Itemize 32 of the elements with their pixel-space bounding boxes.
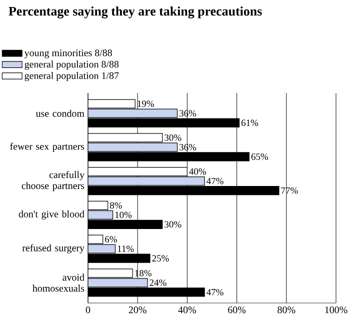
legend-label: young minorities 8/88	[24, 50, 112, 58]
data-label: 24%	[150, 279, 166, 286]
data-label: 47%	[206, 178, 224, 184]
bar	[88, 108, 178, 118]
data-label: 8%	[110, 202, 122, 209]
y-tick-label: carefully choose partners	[22, 171, 84, 192]
legend-label: general population 8/88	[24, 60, 119, 70]
data-label: 10%	[115, 212, 132, 218]
data-label: 6%	[105, 236, 117, 243]
data-label: 30%	[164, 221, 182, 228]
x-tick-label: 60%	[228, 306, 246, 314]
bar	[88, 210, 114, 220]
data-label: 11%	[118, 246, 134, 252]
data-label: 30%	[164, 134, 182, 141]
data-label: 47%	[206, 288, 224, 296]
x-tick-label: 20%	[128, 306, 146, 314]
data-label: 61%	[241, 120, 258, 126]
y-tick-label: don't give blood	[18, 210, 84, 220]
x-tick-label: 40%	[178, 306, 196, 314]
x-tick-label: 100%	[325, 306, 348, 314]
data-label: 40%	[189, 168, 206, 175]
y-tick-label: avoid homosexuals	[32, 274, 84, 292]
bar	[88, 176, 205, 186]
data-label: 65%	[251, 153, 268, 160]
y-tick-label: fewer sex partners	[10, 142, 84, 152]
x-tick-label: 0	[86, 306, 90, 314]
y-tick-label: refused surgery	[22, 244, 84, 254]
chart-title: Percentage saying they are taking precautions	[8, 6, 262, 18]
y-tick-label: use condom	[36, 110, 84, 117]
legend-label: general population 1/87	[24, 72, 119, 82]
x-tick-label: 80%	[278, 306, 296, 314]
data-label: 25%	[152, 255, 169, 262]
